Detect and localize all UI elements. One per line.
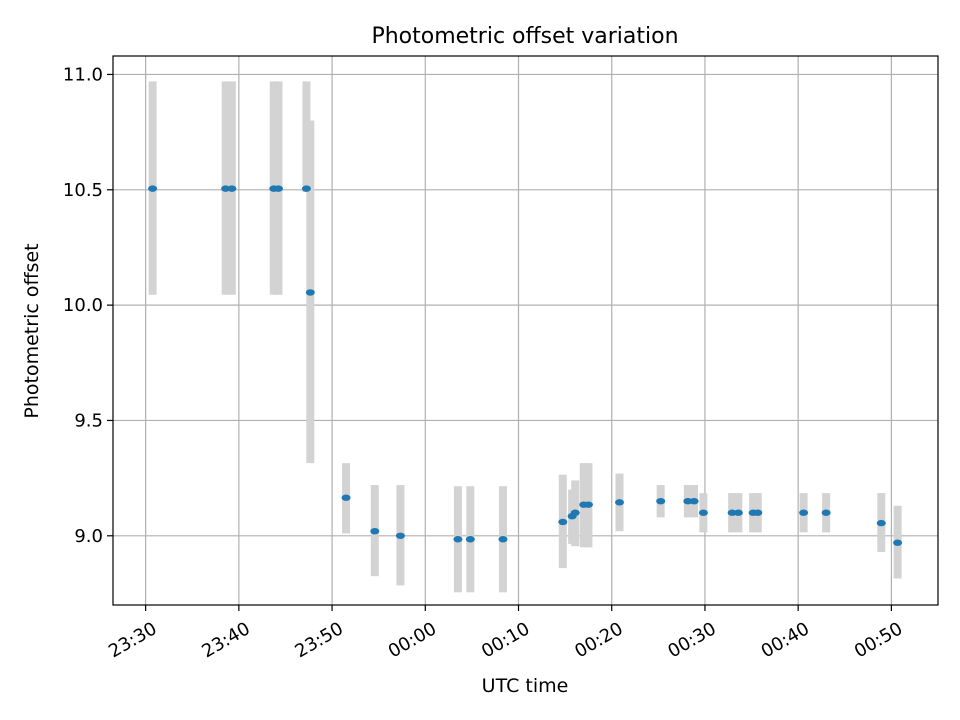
data-points xyxy=(148,185,903,546)
data-point xyxy=(893,539,903,546)
data-point xyxy=(465,536,475,543)
chart-title: Photometric offset variation xyxy=(371,24,678,49)
data-point xyxy=(395,532,405,539)
data-point xyxy=(689,497,699,505)
data-point xyxy=(799,509,809,516)
data-point xyxy=(221,185,231,192)
data-point xyxy=(370,527,380,535)
data-point xyxy=(821,509,831,516)
data-point xyxy=(583,501,593,508)
data-point xyxy=(453,536,463,543)
data-point xyxy=(227,185,237,192)
data-point xyxy=(341,494,351,501)
data-point xyxy=(753,509,763,516)
data-point xyxy=(614,499,624,506)
data-point xyxy=(498,536,508,543)
y-tick-label: 9.5 xyxy=(74,410,103,431)
y-tick-label: 10.0 xyxy=(63,295,103,316)
y-tick-label: 9.0 xyxy=(74,526,103,547)
y-tick-label: 11.0 xyxy=(63,64,103,85)
y-tick-label: 10.5 xyxy=(63,180,103,201)
data-point xyxy=(273,185,283,192)
data-point xyxy=(558,518,568,526)
data-point xyxy=(570,509,580,516)
data-point xyxy=(876,519,886,527)
data-point xyxy=(733,509,743,516)
plot-frame xyxy=(112,55,939,606)
x-axis-label: UTC time xyxy=(482,675,569,697)
data-point xyxy=(305,289,315,296)
data-point xyxy=(148,185,158,192)
data-point xyxy=(656,497,666,505)
data-point xyxy=(683,497,693,505)
data-point xyxy=(727,509,737,516)
grid xyxy=(113,56,938,605)
data-point xyxy=(698,509,708,516)
data-point xyxy=(301,185,311,192)
y-axis-label: Photometric offset xyxy=(21,243,43,418)
